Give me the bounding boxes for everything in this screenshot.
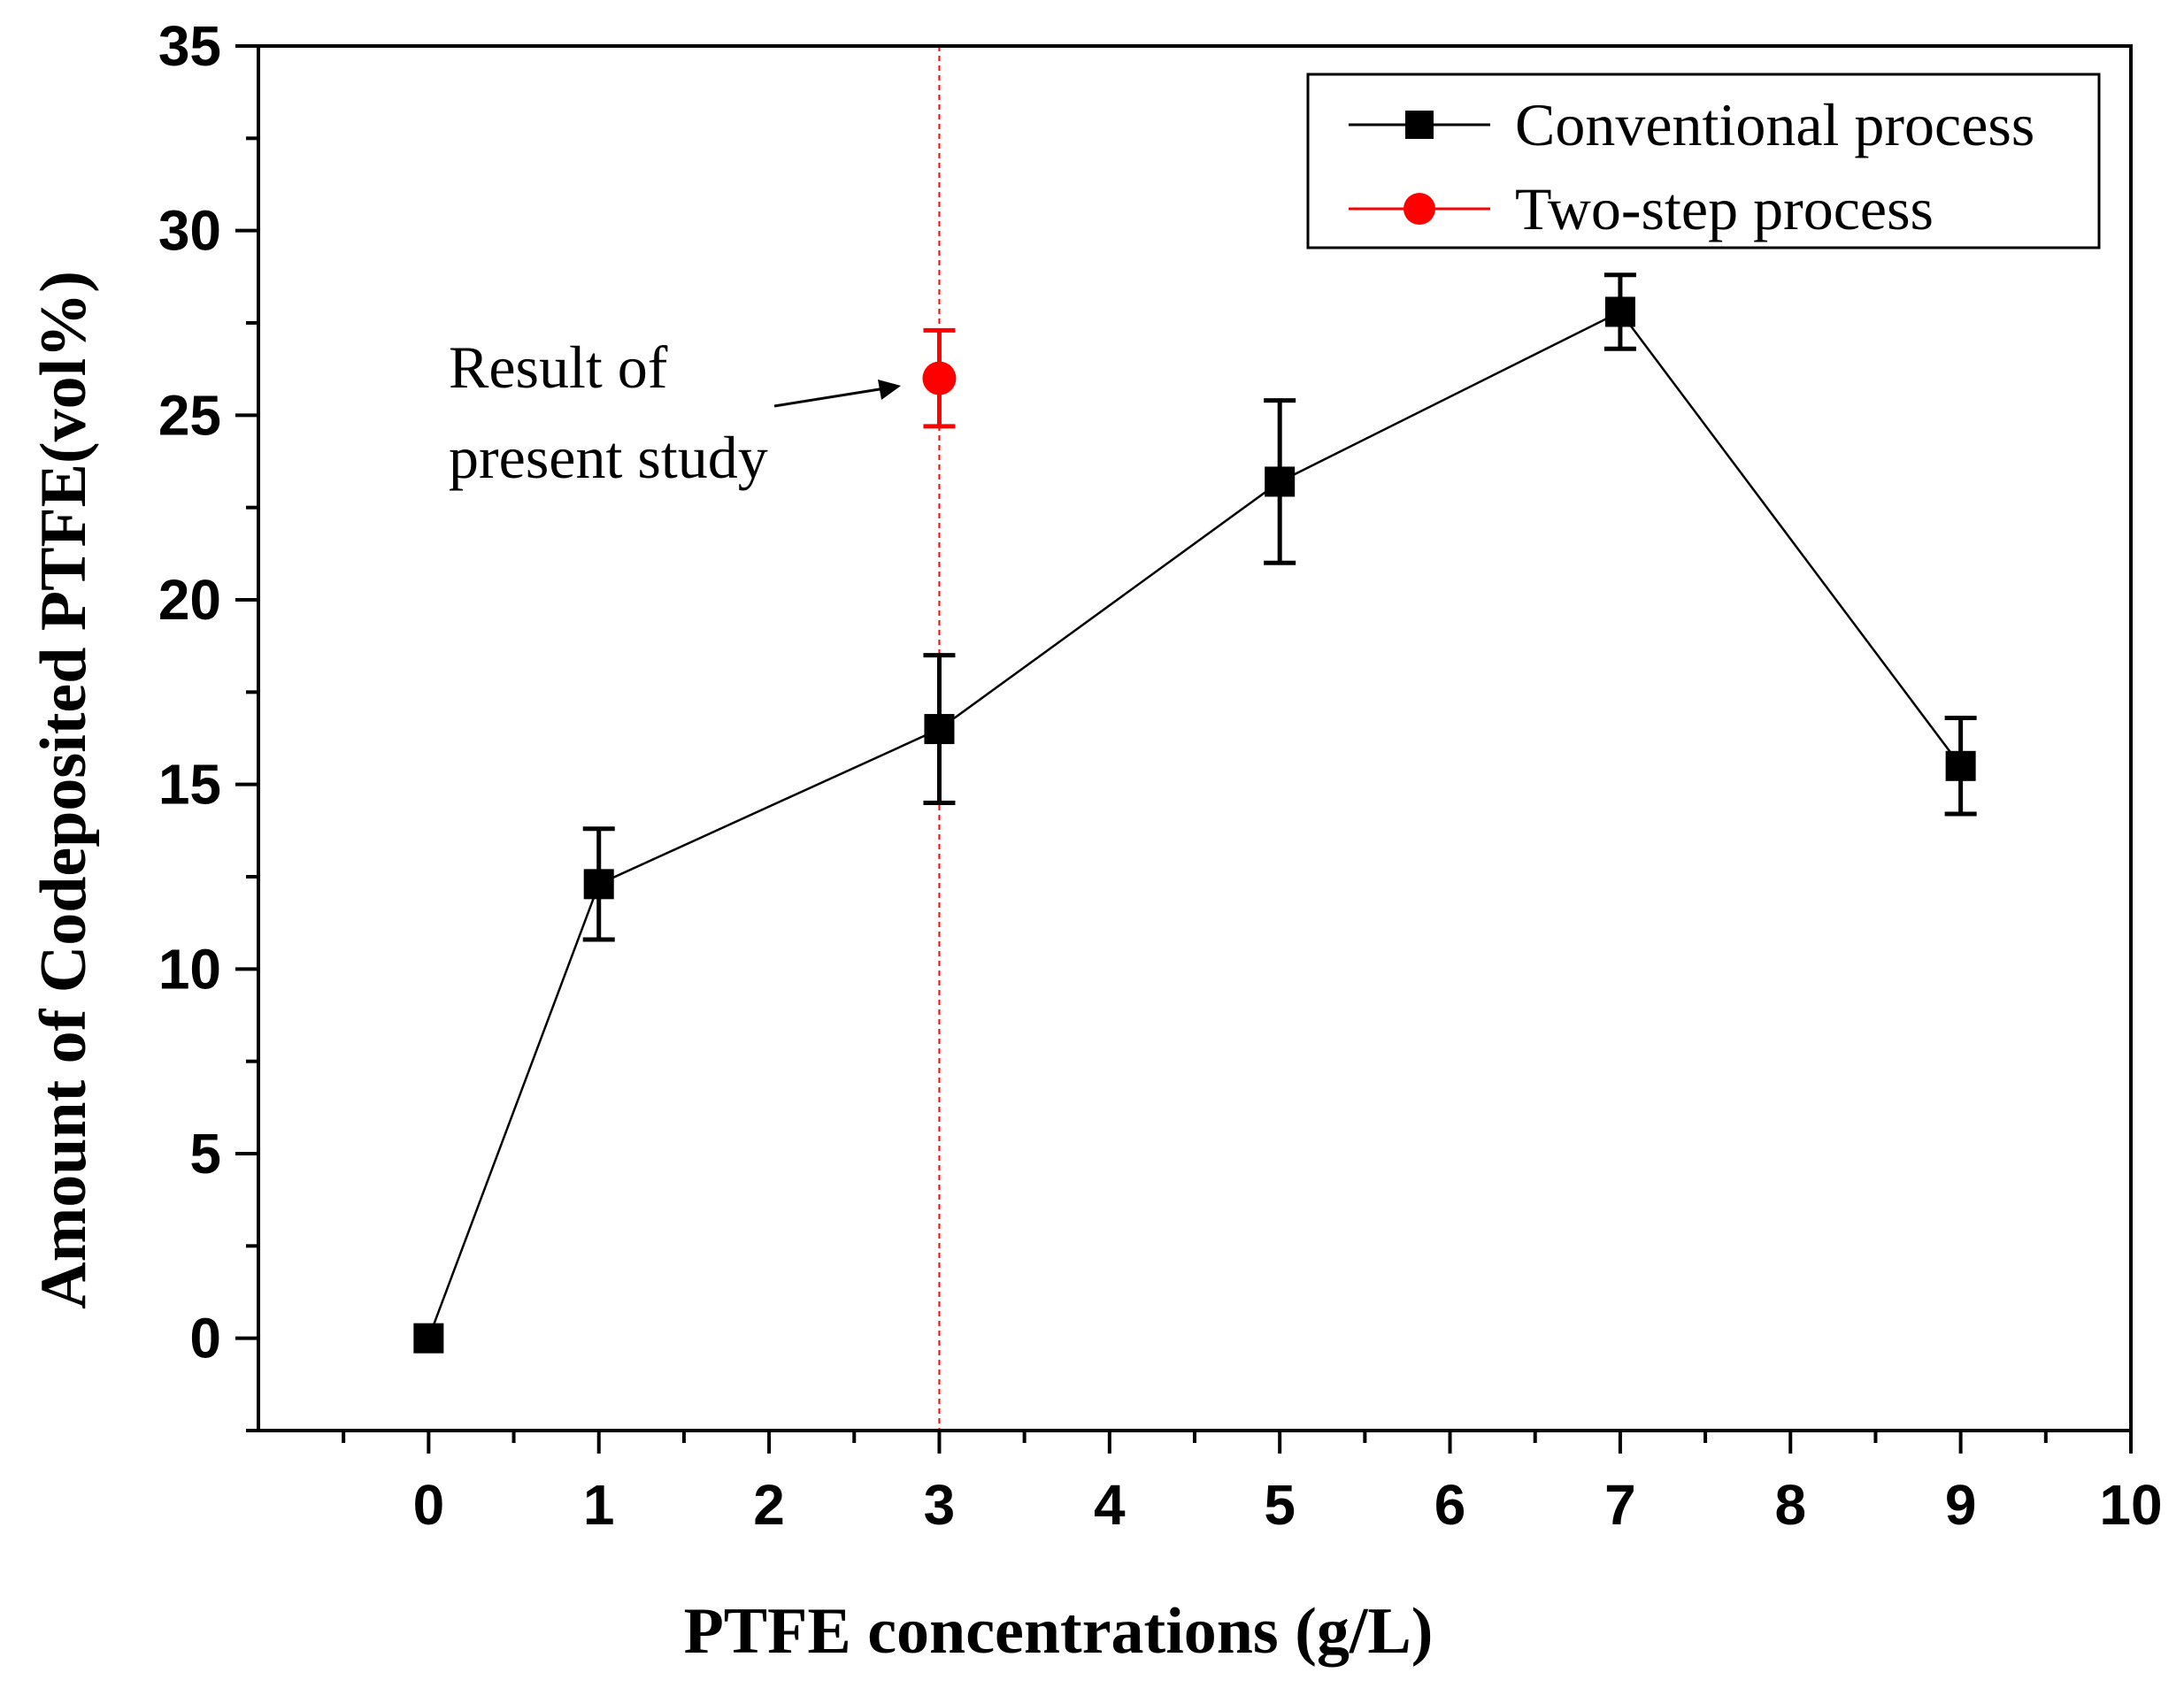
x-tick-label: 3 [924, 1473, 956, 1537]
y-tick-label: 30 [158, 199, 221, 263]
conventional-data-point [1945, 750, 1976, 781]
x-tick-label: 2 [753, 1473, 785, 1537]
annotation: Result of present study [449, 334, 901, 491]
plot-frame [257, 44, 2133, 1432]
annotation-line-1: Result of [449, 334, 668, 401]
x-tick-label: 5 [1264, 1473, 1296, 1537]
x-tick-label: 0 [413, 1473, 445, 1537]
y-axis-title: Amount of Codeposited PTFE(vol%) [27, 271, 100, 1309]
conventional-data-point [583, 869, 614, 900]
x-tick-label: 10 [2099, 1473, 2162, 1537]
conventional-data-point [1604, 296, 1635, 327]
y-tick-label: 25 [158, 383, 221, 447]
conventional-data-point [1265, 466, 1296, 497]
y-tick-label: 35 [158, 14, 221, 78]
x-tick-label: 1 [583, 1473, 615, 1537]
y-tick-label: 15 [158, 753, 221, 817]
legend: Conventional process Two-step process [1306, 73, 2101, 249]
y-tick-label: 0 [189, 1307, 221, 1370]
x-tick-label: 4 [1094, 1473, 1126, 1537]
x-tick-label: 6 [1434, 1473, 1466, 1537]
series-layer [413, 272, 1977, 1354]
y-tick-label: 20 [158, 568, 221, 632]
x-tick-label: 8 [1774, 1473, 1806, 1537]
conventional-series-line [427, 310, 1962, 1339]
legend-twostep-marker [1403, 193, 1435, 225]
y-tick-label: 10 [158, 937, 221, 1001]
legend-twostep-label: Two-step process [1515, 175, 1934, 242]
annotation-arrow-shaft [773, 387, 886, 408]
legend-box [1306, 73, 2101, 249]
annotation-line-2: present study [449, 424, 768, 491]
annotation-arrow-head [878, 380, 901, 400]
y-tick-label: 5 [189, 1122, 221, 1185]
axes-layer: 0 5 10 15 20 25 30 35 0 1 2 3 4 5 6 7 8 9 10 [158, 14, 2163, 1537]
conventional-data-point [413, 1323, 444, 1354]
legend-conventional-marker [1405, 111, 1434, 139]
twostep-data-point [922, 361, 957, 395]
x-axis-title: PTFE concentrations (g/L) [684, 1595, 1434, 1668]
x-tick-label: 9 [1945, 1473, 1977, 1537]
conventional-data-point [924, 714, 955, 745]
legend-conventional-label: Conventional process [1515, 91, 2034, 158]
x-tick-label: 7 [1604, 1473, 1636, 1537]
